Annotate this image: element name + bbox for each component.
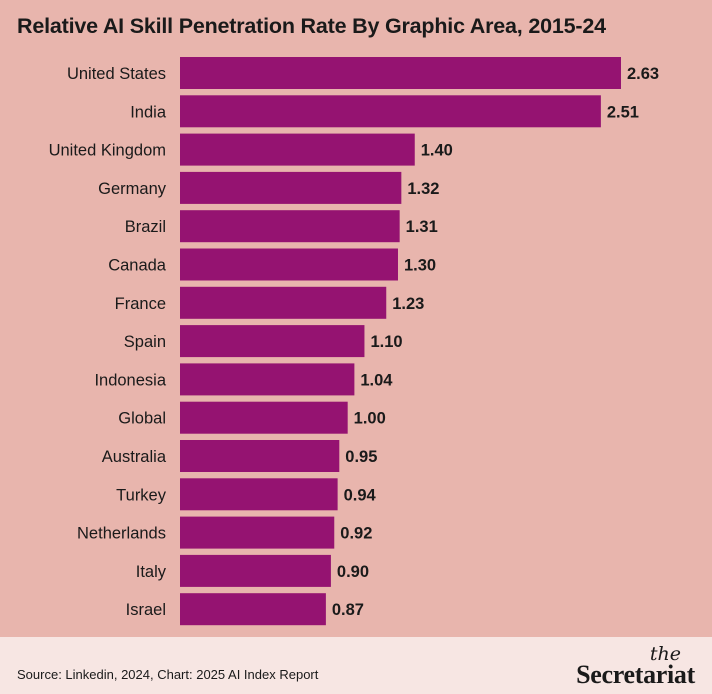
value-label: 1.00 [354, 410, 386, 428]
value-label: 1.32 [407, 180, 439, 198]
source-note: Source: Linkedin, 2024, Chart: 2025 AI I… [17, 667, 319, 682]
value-label: 1.04 [360, 371, 393, 389]
value-label: 1.40 [421, 142, 453, 160]
value-label: 1.10 [370, 333, 402, 351]
bar-australia [180, 440, 340, 472]
category-label: Indonesia [94, 371, 166, 389]
category-label: Germany [98, 180, 167, 198]
category-label: United Kingdom [49, 142, 166, 160]
secretariat-logo: the Secretariat [535, 643, 695, 689]
value-label: 2.63 [627, 65, 659, 83]
value-label: 1.31 [406, 218, 438, 236]
logo-main-text: Secretariat [576, 660, 695, 689]
bar-germany [180, 171, 402, 204]
category-label: France [115, 295, 166, 313]
footer: Source: Linkedin, 2024, Chart: 2025 AI I… [0, 637, 712, 694]
value-label: 0.90 [337, 563, 369, 581]
value-label: 2.51 [607, 103, 639, 121]
value-label: 0.92 [340, 525, 372, 543]
bar-brazil [180, 210, 400, 243]
bar-italy [180, 554, 331, 587]
bar-global [180, 401, 348, 434]
bar-indonesia [180, 363, 355, 396]
bar-chart: United States 2.63 India 2.51 United Kingdom… [49, 57, 659, 626]
category-label: Canada [108, 257, 167, 275]
bar-netherlands [180, 516, 335, 549]
category-label: Italy [136, 563, 167, 581]
bar-israel [180, 593, 326, 626]
value-label: 1.23 [392, 295, 424, 313]
category-label: Netherlands [77, 525, 166, 543]
value-label: 0.95 [345, 448, 377, 466]
category-label: Australia [102, 448, 167, 466]
category-label: Global [118, 410, 166, 428]
category-label: Turkey [116, 486, 167, 504]
bar-united-states [180, 57, 621, 89]
value-label: 0.87 [332, 601, 364, 619]
bar-india [180, 95, 601, 128]
bar-spain [180, 325, 365, 358]
category-label: Brazil [125, 218, 166, 236]
bar-turkey [180, 478, 338, 511]
category-label: Spain [124, 333, 166, 351]
value-label: 1.30 [404, 257, 436, 275]
bar-canada [180, 248, 398, 281]
chart-title: Relative AI Skill Penetration Rate By Gr… [17, 14, 606, 38]
category-label: India [130, 103, 167, 121]
bar-united-kingdom [180, 133, 415, 166]
category-label: United States [67, 65, 166, 83]
value-label: 0.94 [344, 486, 377, 504]
category-label: Israel [126, 601, 166, 619]
logo-the-text: the [649, 643, 681, 665]
bar-france [180, 286, 387, 319]
